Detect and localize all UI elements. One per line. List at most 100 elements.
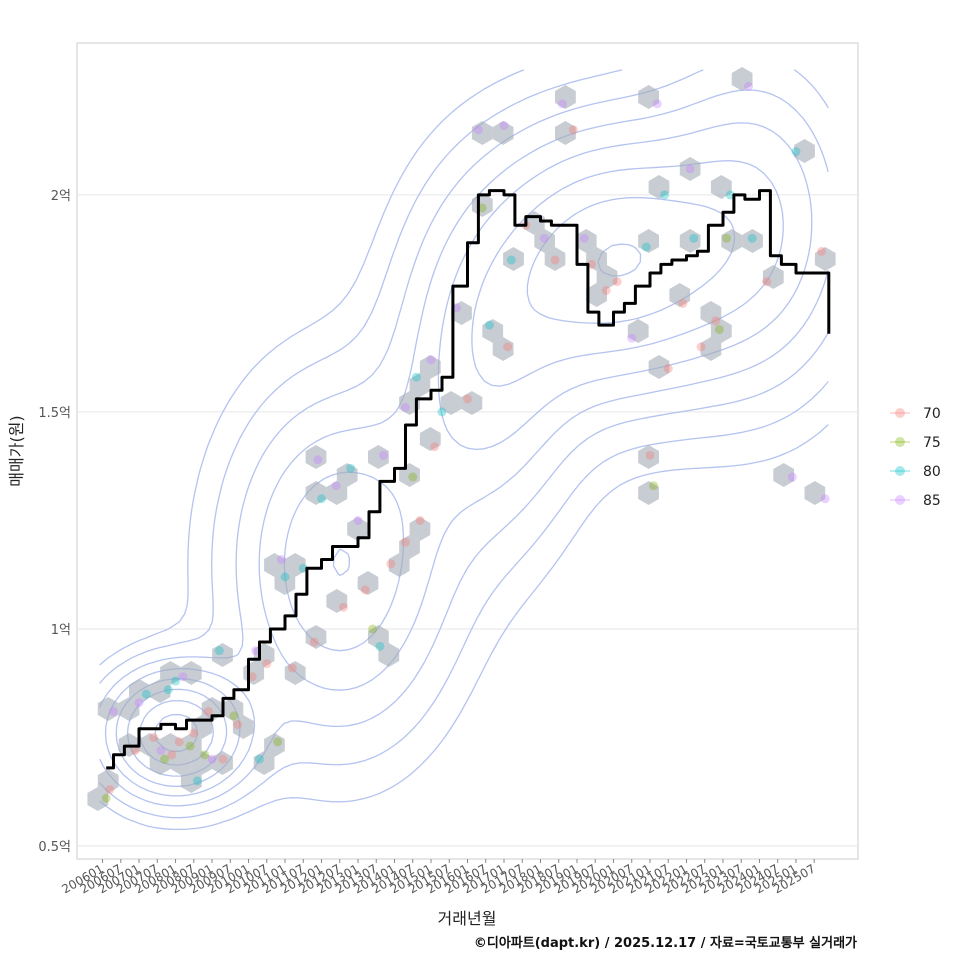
point-70 [663, 364, 673, 374]
point-85 [379, 450, 389, 460]
hexbin-cell [191, 751, 213, 775]
point-70 [430, 442, 440, 452]
hexbin-cell [575, 229, 597, 253]
point-70 [149, 732, 159, 742]
hexbin-cell [368, 445, 389, 469]
hexbin-cell [679, 229, 701, 253]
point-75 [101, 793, 111, 803]
point-80 [641, 242, 651, 252]
hexbin-cell [638, 481, 659, 505]
hexbin-cell [794, 139, 815, 163]
point-85 [353, 515, 363, 525]
hexbin-cell [264, 733, 285, 757]
legend: 70 75 80 85 [890, 406, 941, 509]
point-85 [276, 555, 286, 565]
hexbin-cell [721, 229, 743, 253]
hexbin-cell [284, 553, 306, 577]
point-70 [550, 255, 560, 265]
hexbin-cell [97, 697, 119, 721]
point-80 [747, 233, 757, 243]
point-85 [207, 754, 217, 764]
point-75 [714, 324, 724, 334]
hexbin-cell [212, 751, 233, 775]
hexbin-cell [461, 391, 483, 415]
y-axis-ticks: 0.5억 1억 1.5억 2억 [38, 189, 71, 855]
legend-label: 85 [923, 493, 941, 509]
point-75 [722, 233, 732, 243]
point-80 [141, 689, 151, 699]
hexbin-cell [679, 157, 701, 181]
hexbin-cell [357, 571, 379, 595]
point-70 [612, 277, 622, 287]
point-70 [762, 277, 772, 287]
hexbin-cell [638, 85, 659, 109]
hexbin-cell [492, 337, 514, 361]
point-75 [160, 754, 170, 764]
hexbin-cell [544, 247, 566, 271]
hexbin-cell [534, 229, 555, 253]
contour-line [99, 69, 829, 807]
point-80 [254, 754, 264, 764]
hexbin-cell [596, 265, 618, 289]
hexbin-cell [804, 481, 826, 505]
hexbin-cell [264, 553, 285, 577]
point-80 [437, 407, 447, 417]
point-85 [313, 455, 323, 465]
hexbin-cell [440, 391, 462, 415]
hexbin-cell [253, 751, 275, 775]
hexbin-cell [399, 391, 420, 415]
hexbin-cell [326, 481, 348, 505]
point-70 [338, 602, 348, 612]
point-80 [411, 372, 421, 382]
point-85 [627, 333, 637, 343]
point-85 [499, 120, 509, 130]
point-85 [652, 99, 662, 109]
point-85 [557, 99, 567, 109]
point-70 [287, 663, 297, 673]
point-80 [506, 255, 516, 265]
hexbin-cell [284, 661, 306, 685]
legend-key-dot [895, 466, 905, 476]
hexbin-cell [149, 751, 171, 775]
hexbin-cell [87, 787, 109, 811]
hexbin-cell [212, 643, 233, 667]
hexbin-cell [482, 319, 504, 343]
hexbin-cell [503, 247, 524, 271]
point-70 [167, 750, 177, 760]
hexbin-cell [336, 463, 358, 487]
hexbin-cell [388, 553, 410, 577]
hexbin-cell [274, 571, 296, 595]
hexbin-cell [118, 697, 140, 721]
point-75 [649, 481, 659, 491]
point-70 [189, 728, 199, 738]
point-80 [214, 646, 224, 656]
point-85 [473, 125, 483, 135]
hexbin-cell [160, 661, 181, 685]
point-85 [400, 403, 410, 413]
point-70 [817, 246, 827, 256]
point-80 [484, 320, 494, 330]
point-70 [678, 298, 688, 308]
legend-key-dot [895, 495, 905, 505]
point-85 [744, 81, 754, 91]
point-75 [200, 750, 210, 760]
hexbin-cell [555, 85, 576, 109]
point-85 [134, 698, 144, 708]
hexbin-cell [409, 517, 431, 541]
hexbin-cell [419, 427, 441, 451]
hexbin-cell [305, 445, 327, 469]
point-70 [360, 585, 370, 595]
point-85 [156, 745, 166, 755]
point-70 [218, 754, 228, 764]
point-85 [331, 481, 341, 491]
point-85 [178, 672, 188, 682]
legend-label: 75 [923, 435, 941, 451]
hexbin-cell [700, 337, 722, 361]
point-85 [685, 164, 695, 174]
point-75 [229, 711, 239, 721]
contour-line [99, 69, 829, 819]
hexbin-layer [87, 67, 836, 811]
caption: ©디아파트(dapt.kr) / 2025.12.17 / 자료=국토교통부 실… [474, 935, 857, 951]
hexbin-cell [555, 121, 576, 145]
